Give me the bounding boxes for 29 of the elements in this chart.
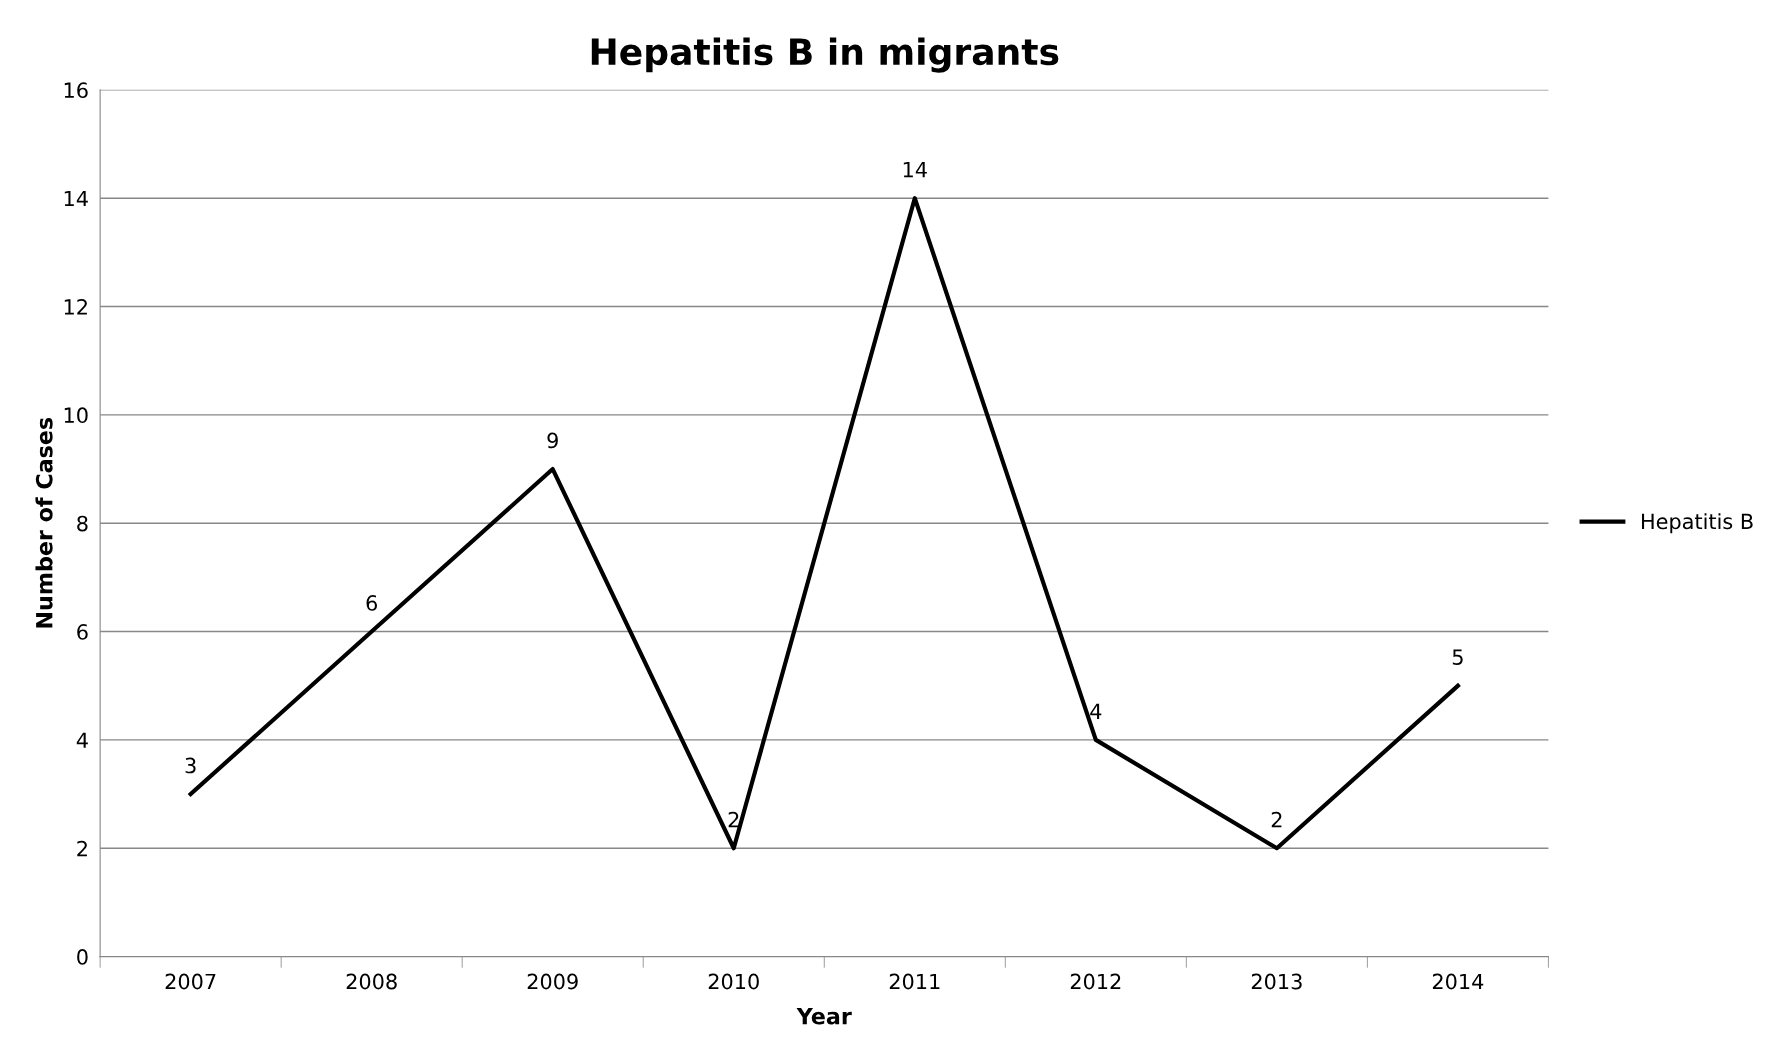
y-tick-label: 14: [64, 190, 88, 207]
chart-title: Hepatitis B in migrants: [591, 37, 1059, 73]
data-label: 5: [1452, 649, 1463, 666]
x-tick-label: 2012: [1070, 973, 1121, 990]
y-tick-label: 6: [77, 624, 88, 640]
data-label: 6: [366, 595, 377, 611]
y-tick-label: 10: [64, 407, 88, 424]
x-tick-label: 2009: [527, 973, 578, 990]
x-tick-label: 2010: [708, 973, 759, 990]
data-label: 2: [1271, 811, 1282, 828]
x-tick-label: 2007: [165, 973, 216, 990]
y-tick-label: 4: [76, 732, 88, 748]
data-label: 14: [903, 162, 927, 178]
legend-label: Hepatitis B: [1642, 513, 1753, 534]
y-tick-label: 12: [64, 298, 87, 315]
x-axis-title: Year: [796, 1007, 852, 1025]
data-label: 9: [547, 432, 558, 449]
x-tick-label: 2008: [346, 973, 397, 990]
x-tick-label: 2014: [1432, 973, 1484, 990]
data-label: 3: [185, 757, 196, 774]
y-tick-label: 0: [77, 949, 88, 965]
x-tick-label: 2011: [889, 973, 940, 990]
data-label: 2: [728, 811, 739, 828]
y-tick-label: 8: [77, 515, 88, 532]
y-tick-label: 16: [64, 82, 88, 99]
y-axis-title: Number of Cases: [35, 417, 53, 628]
x-tick-label: 2013: [1251, 973, 1302, 990]
y-tick-label: 2: [77, 840, 87, 857]
data-label: 4: [1090, 703, 1102, 719]
